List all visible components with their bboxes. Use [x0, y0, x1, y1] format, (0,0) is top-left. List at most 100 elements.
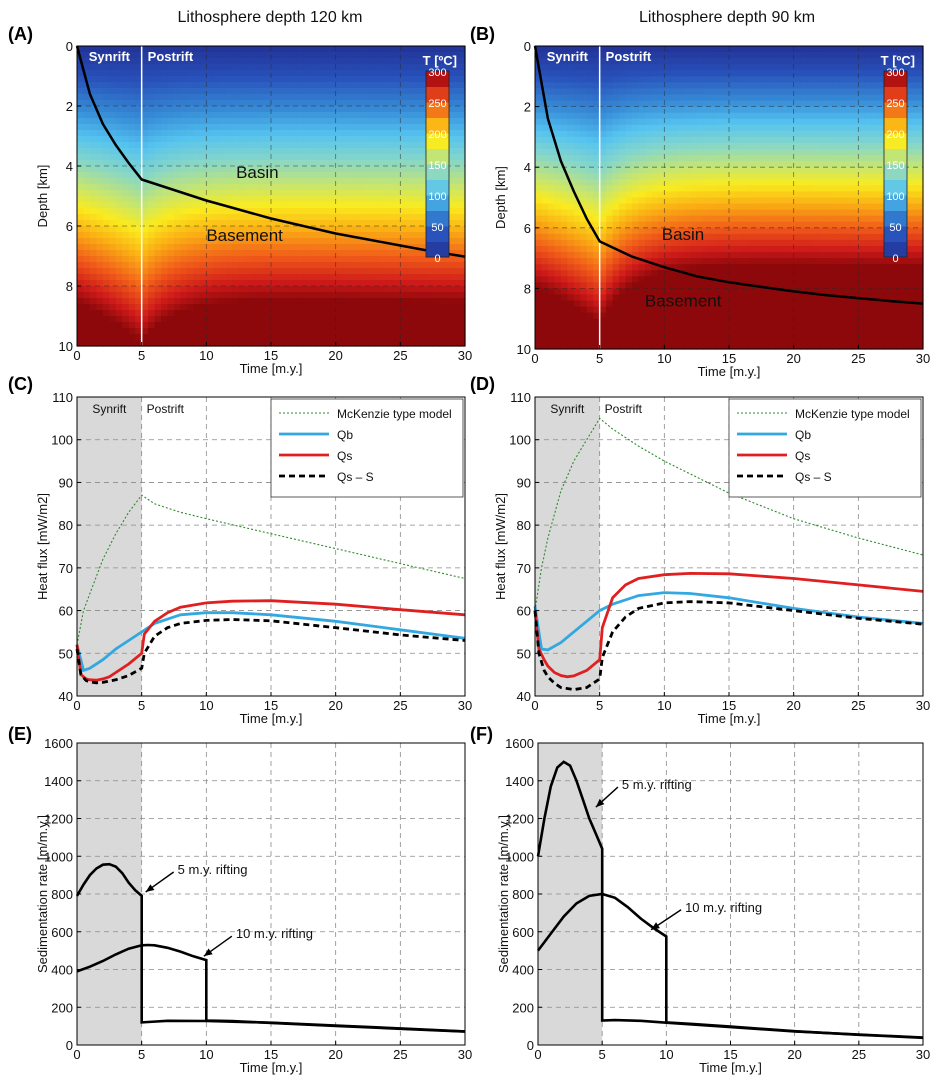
temperature-cell: [322, 154, 330, 161]
temperature-cell: [128, 196, 136, 203]
temperature-cell: [722, 336, 730, 344]
temperature-cell: [309, 172, 317, 179]
temperature-cell: [193, 130, 201, 137]
temperature-cell: [380, 70, 388, 77]
temperature-cell: [115, 190, 123, 197]
temperature-cell: [115, 178, 123, 185]
temperature-cell: [180, 202, 188, 209]
temperature-cell: [670, 70, 678, 77]
temperature-cell: [774, 342, 782, 350]
temperature-cell: [393, 184, 401, 191]
temperature-cell: [599, 270, 607, 277]
temperature-cell: [567, 142, 575, 150]
temperature-cell: [657, 149, 665, 156]
temperature-cell: [122, 136, 130, 143]
temperature-cell: [696, 215, 704, 223]
temperature-cell: [580, 227, 588, 235]
temperature-cell: [716, 270, 724, 277]
temperature-cell: [374, 256, 382, 263]
temperature-cell: [722, 258, 730, 265]
temperature-cell: [161, 172, 169, 179]
temperature-cell: [619, 70, 627, 77]
temperature-cell: [780, 149, 788, 156]
temperature-cell: [387, 310, 395, 317]
temperature-cell: [432, 286, 440, 293]
temperature-cell: [180, 58, 188, 65]
temperature-cell: [619, 106, 627, 114]
temperature-cell: [102, 154, 110, 161]
temperature-cell: [109, 76, 117, 83]
temperature-cell: [368, 334, 376, 341]
temperature-cell: [439, 262, 447, 269]
temperature-cell: [316, 238, 324, 245]
temperature-cell: [458, 208, 466, 215]
temperature-cell: [232, 88, 240, 95]
temperature-cell: [83, 172, 91, 179]
temperature-cell: [141, 280, 149, 287]
temperature-cell: [102, 340, 110, 347]
temperature-cell: [387, 250, 395, 257]
temperature-cell: [174, 268, 182, 275]
temperature-cell: [774, 112, 782, 120]
temperature-cell: [690, 197, 698, 205]
temperature-cell: [206, 166, 214, 173]
temperature-cell: [748, 330, 756, 338]
temperature-cell: [109, 58, 117, 65]
temperature-cell: [754, 324, 762, 332]
temperature-cell: [374, 208, 382, 215]
y-tick-label: 2: [66, 99, 73, 114]
temperature-cell: [186, 226, 194, 233]
temperature-cell: [599, 64, 607, 71]
temperature-cell: [115, 328, 123, 335]
temperature-cell: [238, 196, 246, 203]
temperature-cell: [89, 166, 97, 173]
temperature-cell: [716, 191, 724, 199]
temperature-cell: [135, 250, 143, 257]
temperature-cell: [670, 288, 678, 296]
temperature-cell: [735, 318, 743, 326]
temperature-cell: [283, 334, 291, 341]
temperature-cell: [393, 100, 401, 107]
temperature-cell: [329, 154, 337, 161]
temperature-cell: [735, 52, 743, 59]
temperature-cell: [644, 300, 652, 308]
temperature-cell: [167, 274, 175, 281]
temperature-cell: [361, 328, 369, 335]
temperature-cell: [109, 304, 117, 311]
temperature-cell: [400, 250, 408, 257]
temperature-cell: [180, 118, 188, 125]
temperature-cell: [245, 328, 253, 335]
temperature-cell: [547, 282, 555, 289]
temperature-cell: [225, 322, 233, 329]
temperature-cell: [264, 202, 272, 209]
temperature-cell: [251, 178, 259, 185]
temperature-cell: [696, 197, 704, 205]
temperature-cell: [167, 244, 175, 251]
temperature-cell: [109, 340, 117, 347]
temperature-cell: [212, 274, 220, 281]
temperature-cell: [238, 232, 246, 239]
temperature-cell: [264, 238, 272, 245]
temperature-cell: [296, 334, 304, 341]
temperature-cell: [277, 142, 285, 149]
temperature-cell: [335, 148, 343, 155]
temperature-cell: [593, 173, 601, 180]
temperature-cell: [632, 264, 640, 271]
temperature-cell: [767, 155, 775, 162]
temperature-cell: [102, 142, 110, 149]
temperature-cell: [670, 336, 678, 344]
temperature-cell: [148, 238, 156, 245]
temperature-cell: [380, 94, 388, 101]
temperature-cell: [677, 245, 685, 253]
temperature-cell: [547, 70, 555, 77]
temperature-cell: [560, 82, 568, 90]
temperature-cell: [722, 52, 730, 59]
temperature-cell: [593, 191, 601, 199]
temperature-cell: [161, 70, 169, 77]
temperature-cell: [186, 76, 194, 83]
temperature-cell: [206, 286, 214, 293]
panel-a: Synrift PostriftBasinBasement050100150200…: [8, 9, 472, 376]
temperature-cell: [219, 58, 227, 65]
temperature-cell: [619, 100, 627, 108]
temperature-cell: [245, 154, 253, 161]
